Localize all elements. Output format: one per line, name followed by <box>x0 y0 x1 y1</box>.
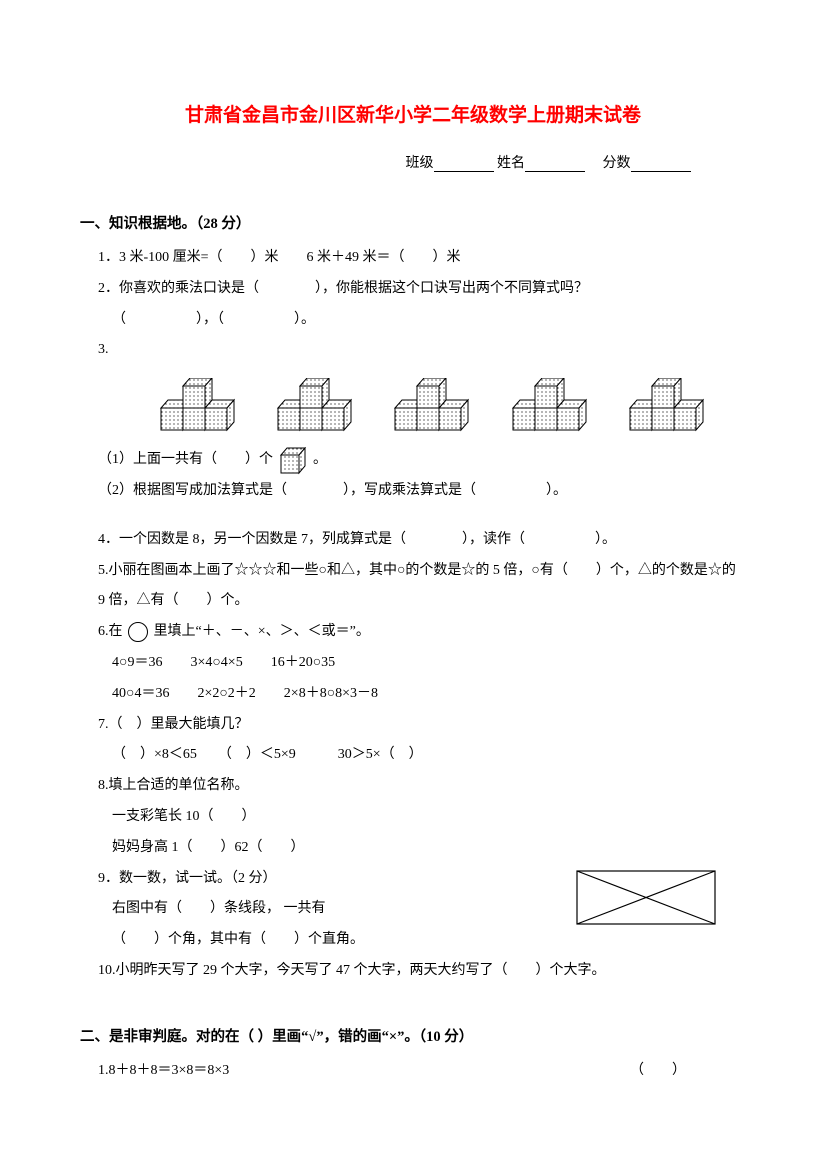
q3-1-post: 。 <box>313 445 327 476</box>
q8-line2: 妈妈身高 1（ ）62（ ） <box>112 833 746 864</box>
cube-group-4 <box>508 378 593 433</box>
class-blank <box>434 157 494 172</box>
q2-sub: （ ），（ ）。 <box>112 305 746 336</box>
q7: 7.（ ）里最大能填几？ <box>98 710 746 741</box>
q6-post: 里填上“＋、－、×、＞、＜或＝”。 <box>154 624 370 639</box>
name-blank <box>525 157 585 172</box>
q3-label: 3. <box>98 335 746 366</box>
s2-q1-blank: （ ） <box>630 1056 686 1087</box>
q9-label: 9．数一数，试一试。（2 分） <box>98 864 576 895</box>
cube-group-5 <box>625 378 710 433</box>
q6-line1: 4○9＝36 3×4○4×5 16＋20○35 <box>112 648 746 679</box>
class-label: 班级 <box>406 156 434 171</box>
student-info-line: 班级 姓名 分数 <box>80 152 746 172</box>
q6: 6.在 里填上“＋、－、×、＞、＜或＝”。 <box>98 617 746 648</box>
q3-1-pre: （1）上面一共有（ ）个 <box>98 445 273 476</box>
q4: 4．一个因数是 8，另一个因数是 7，列成算式是（ ），读作（ ）。 <box>98 525 746 556</box>
s2-q1-text: 1.8＋8＋8＝3×8＝8×3 <box>98 1056 630 1087</box>
q9-line2: （ ）个角，其中有（ ）个直角。 <box>112 925 576 956</box>
q3-1: （1）上面一共有（ ）个 。 <box>98 445 746 476</box>
q8-line1: 一支彩笔长 10（ ） <box>112 802 746 833</box>
q10: 10.小明昨天写了 29 个大字，今天写了 47 个大字，两天大约写了（ ）个大… <box>98 956 746 987</box>
page-title: 甘肃省金昌市金川区新华小学二年级数学上册期末试卷 <box>80 100 746 127</box>
cubes-row <box>140 378 726 433</box>
q1: 1．3 米-100 厘米=（ ）米 6 米＋49 米＝（ ）米 <box>98 243 746 274</box>
circle-icon <box>128 622 148 642</box>
q2: 2．你喜欢的乘法口诀是（ ），你能根据这个口诀写出两个不同算式吗？ <box>98 274 746 305</box>
q6-line2: 40○4＝36 2×2○2＋2 2×8＋8○8×3－8 <box>112 679 746 710</box>
section-2-heading: 二、是非审判庭。对的在（ ）里画“√”，错的画“×”。（10 分） <box>80 1025 746 1046</box>
q6-pre: 6.在 <box>98 624 123 639</box>
q5: 5.小丽在图画本上画了☆☆☆和一些○和△，其中○的个数是☆的 5 倍，○有（ ）… <box>98 556 746 618</box>
cube-group-1 <box>156 378 241 433</box>
q9-line1: 右图中有（ ）条线段， 一共有 <box>112 894 576 925</box>
cube-group-2 <box>273 378 358 433</box>
score-label: 分数 <box>603 156 631 171</box>
s2-q1: 1.8＋8＋8＝3×8＝8×3 （ ） <box>98 1056 746 1087</box>
name-label: 姓名 <box>497 156 525 171</box>
score-blank <box>631 157 691 172</box>
q7-line: （ ）×8＜65 （ ）＜5×9 30＞5×（ ） <box>112 740 746 771</box>
q3-2: （2）根据图写成加法算式是（ ），写成乘法算式是（ ）。 <box>98 476 746 507</box>
rectangle-diagonals-diagram <box>576 870 716 925</box>
single-cube-icon <box>279 447 307 475</box>
cube-group-3 <box>390 378 475 433</box>
q8: 8.填上合适的单位名称。 <box>98 771 746 802</box>
section-1-heading: 一、知识根据地。（28 分） <box>80 212 746 233</box>
